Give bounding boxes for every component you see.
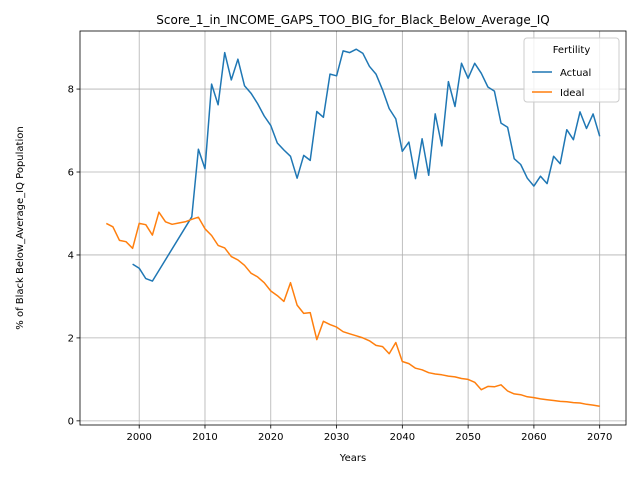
series-line-actual	[132, 48, 601, 282]
legend-label-actual: Actual	[560, 68, 591, 79]
legend-title: Fertility	[553, 45, 591, 56]
series-line-ideal	[105, 211, 600, 408]
plot-frame	[79, 30, 627, 426]
y-tick-label: 6	[68, 168, 74, 179]
x-tick-label: 2030	[324, 432, 349, 443]
y-tick-label: 8	[68, 85, 74, 96]
x-tick-label: 2000	[126, 432, 151, 443]
y-tick-label: 2	[68, 333, 74, 344]
legend-box	[523, 37, 620, 103]
x-tick-label: 2010	[192, 432, 217, 443]
y-tick-label: 0	[68, 416, 74, 427]
series-lines	[105, 48, 601, 408]
chart-title: Score_1_in_INCOME_GAPS_TOO_BIG_for_Black…	[156, 13, 549, 27]
x-tick-label: 2050	[455, 432, 480, 443]
legend: Fertility Actual Ideal	[523, 37, 620, 103]
legend-label-ideal: Ideal	[560, 88, 584, 99]
x-tick-label: 2020	[258, 432, 283, 443]
y-axis-label: % of Black Below_Average_IQ Population	[15, 126, 26, 329]
x-tick-label: 2040	[390, 432, 415, 443]
x-tick-label: 2060	[521, 432, 546, 443]
y-tick-label: 4	[68, 250, 74, 261]
legend-items: Actual Ideal	[532, 68, 591, 99]
axis-ticks: 2000 2010 2020 2030 2040 2050 2060 2070 0 2 4 6 8	[68, 85, 613, 443]
x-tick-label: 2070	[587, 432, 612, 443]
x-axis-label: Years	[339, 453, 366, 464]
